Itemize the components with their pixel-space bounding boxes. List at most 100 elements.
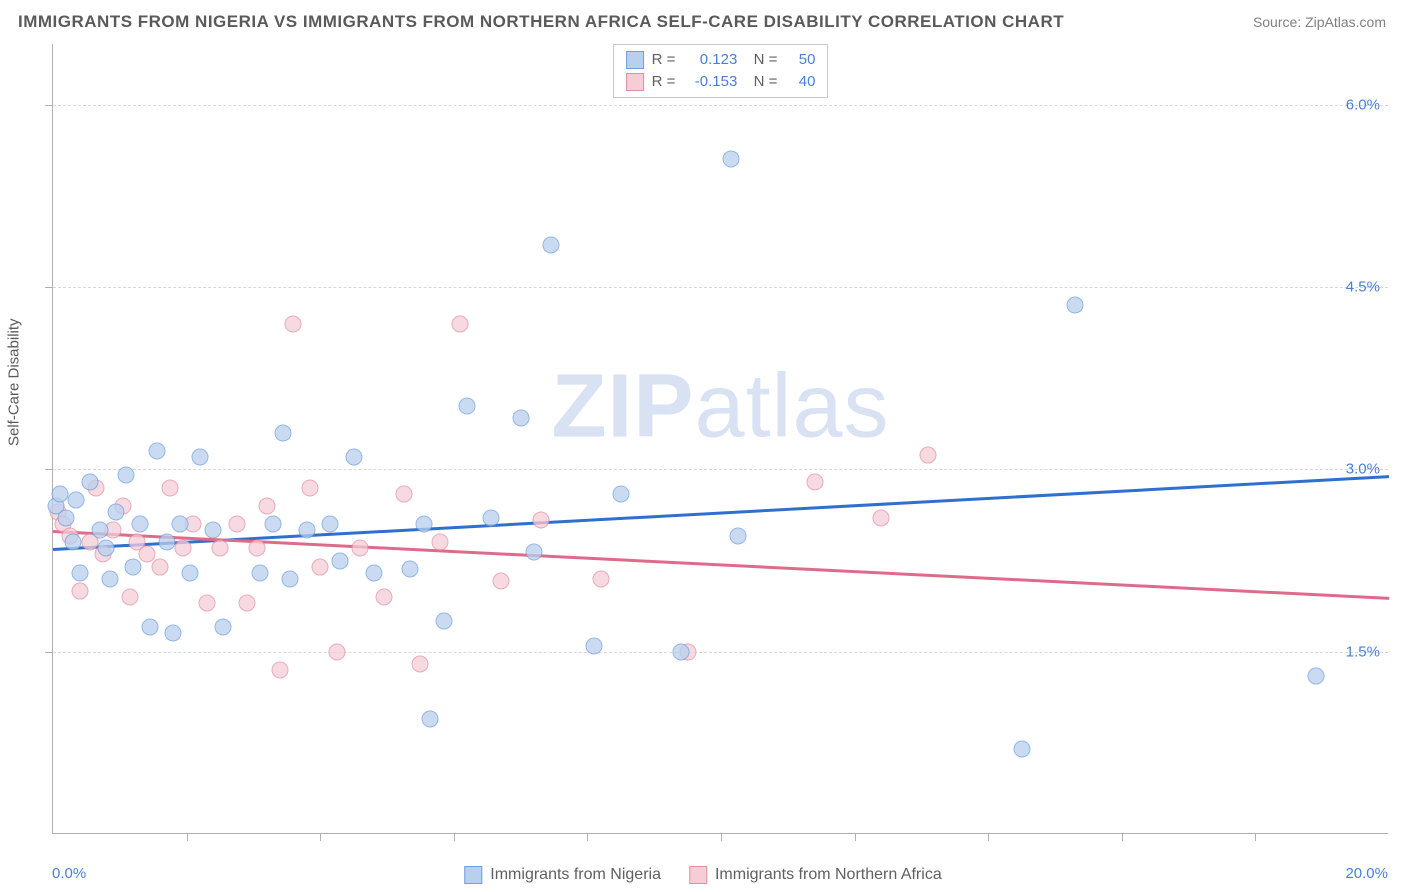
legend-series-label: Immigrants from Northern Africa [715,866,942,884]
scatter-point [265,516,282,533]
scatter-point [302,479,319,496]
scatter-point [228,516,245,533]
scatter-point [212,540,229,557]
legend-swatch [626,73,644,91]
scatter-point [1307,668,1324,685]
scatter-point [332,552,349,569]
scatter-point [258,497,275,514]
x-tick [320,833,321,841]
y-tick-label: 4.5% [1346,279,1380,296]
scatter-point [205,522,222,539]
scatter-point [920,446,937,463]
scatter-point [175,540,192,557]
scatter-point [272,661,289,678]
scatter-point [215,619,232,636]
watermark-bold: ZIP [551,356,694,456]
scatter-point [345,449,362,466]
scatter-point [586,637,603,654]
scatter-point [512,410,529,427]
scatter-point [432,534,449,551]
scatter-point [375,589,392,606]
scatter-point [165,625,182,642]
scatter-point [435,613,452,630]
watermark-rest: atlas [694,356,889,456]
scatter-point [873,510,890,527]
scatter-point [365,564,382,581]
y-tick-label: 6.0% [1346,96,1380,113]
scatter-point [322,516,339,533]
scatter-point [275,424,292,441]
scatter-point [71,564,88,581]
source-label: Source: ZipAtlas.com [1253,14,1386,30]
scatter-point [402,561,419,578]
scatter-point [1067,297,1084,314]
legend-swatch [626,51,644,69]
scatter-point [532,512,549,529]
scatter-point [171,516,188,533]
legend-r-label: R = [652,71,676,93]
x-axis-min-label: 0.0% [52,865,86,882]
legend-swatch [464,866,482,884]
legend-n-value: 40 [785,71,815,93]
scatter-point [118,467,135,484]
scatter-point [672,643,689,660]
scatter-point [158,534,175,551]
scatter-point [51,485,68,502]
y-tick [45,105,53,106]
x-tick [855,833,856,841]
y-axis-label: Self-Care Disability [6,318,23,446]
scatter-point [151,558,168,575]
scatter-point [71,582,88,599]
scatter-point [395,485,412,502]
legend-swatch [689,866,707,884]
scatter-point [328,643,345,660]
x-axis-max-label: 20.0% [1345,865,1388,882]
scatter-point [1013,740,1030,757]
legend-stat-row: R =-0.153 N =40 [626,71,816,93]
scatter-point [415,516,432,533]
scatter-point [723,151,740,168]
legend-stats: R = 0.123 N = 50R = -0.153 N = 40 [613,44,829,98]
gridline-h [53,105,1388,106]
x-tick [1255,833,1256,841]
scatter-point [252,564,269,581]
scatter-point [459,398,476,415]
scatter-point [68,491,85,508]
scatter-point [131,516,148,533]
scatter-point [238,595,255,612]
gridline-h [53,652,1388,653]
x-tick [721,833,722,841]
scatter-point [191,449,208,466]
y-tick [45,287,53,288]
scatter-point [282,570,299,587]
scatter-point [422,710,439,727]
scatter-point [65,534,82,551]
gridline-h [53,287,1388,288]
scatter-point [542,236,559,253]
y-tick [45,469,53,470]
x-tick [988,833,989,841]
x-tick [454,833,455,841]
scatter-point [729,528,746,545]
legend-n-label: N = [745,49,777,71]
legend-bottom-item: Immigrants from Northern Africa [689,866,942,884]
y-tick-label: 1.5% [1346,643,1380,660]
scatter-point [592,570,609,587]
legend-stat-row: R = 0.123 N = 50 [626,49,816,71]
scatter-point [101,570,118,587]
legend-r-label: R = [652,49,676,71]
scatter-point [452,315,469,332]
plot-area: ZIPatlas R = 0.123 N = 50R = -0.153 N = 40 1… [52,44,1388,834]
legend-r-value: -0.153 [683,71,737,93]
chart-title: IMMIGRANTS FROM NIGERIA VS IMMIGRANTS FR… [18,12,1064,32]
watermark: ZIPatlas [551,355,889,458]
scatter-point [412,655,429,672]
scatter-point [198,595,215,612]
scatter-point [91,522,108,539]
scatter-point [121,589,138,606]
y-tick [45,652,53,653]
legend-r-value: 0.123 [683,49,737,71]
legend-n-value: 50 [785,49,815,71]
scatter-point [352,540,369,557]
legend-series-label: Immigrants from Nigeria [490,866,661,884]
